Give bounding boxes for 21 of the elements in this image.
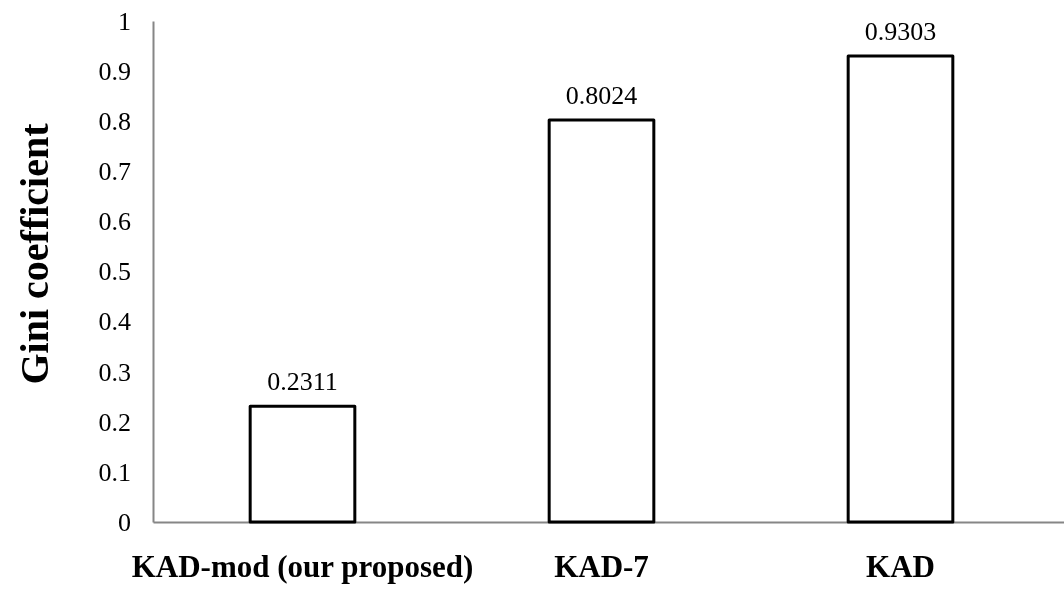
y-tick-label: 0.6 bbox=[98, 207, 131, 237]
y-tick-label: 0.8 bbox=[98, 107, 131, 137]
y-tick-label: 0.1 bbox=[98, 457, 131, 487]
bar bbox=[248, 404, 357, 524]
y-tick-label: 0.2 bbox=[98, 407, 131, 437]
x-tick-label: KAD-7 bbox=[554, 549, 649, 584]
y-tick-label: 1 bbox=[118, 6, 131, 36]
data-label: 0.9303 bbox=[864, 16, 937, 46]
y-tick-label: 0.5 bbox=[98, 257, 131, 287]
bar bbox=[547, 118, 656, 524]
data-label: 0.8024 bbox=[565, 81, 638, 110]
y-axis-title: Gini coefficient bbox=[12, 122, 57, 385]
y-tick-label: 0.3 bbox=[98, 357, 131, 387]
y-tick-label: 0.9 bbox=[98, 56, 131, 86]
y-tick-label: 0 bbox=[118, 507, 131, 537]
data-label: 0.2311 bbox=[267, 367, 338, 397]
bar bbox=[846, 54, 955, 524]
x-tick-label: KAD-mod (our proposed) bbox=[131, 549, 474, 584]
y-tick-label: 0.7 bbox=[98, 157, 131, 187]
y-tick-label: 0.4 bbox=[98, 307, 131, 337]
x-tick-label: KAD bbox=[866, 549, 935, 584]
